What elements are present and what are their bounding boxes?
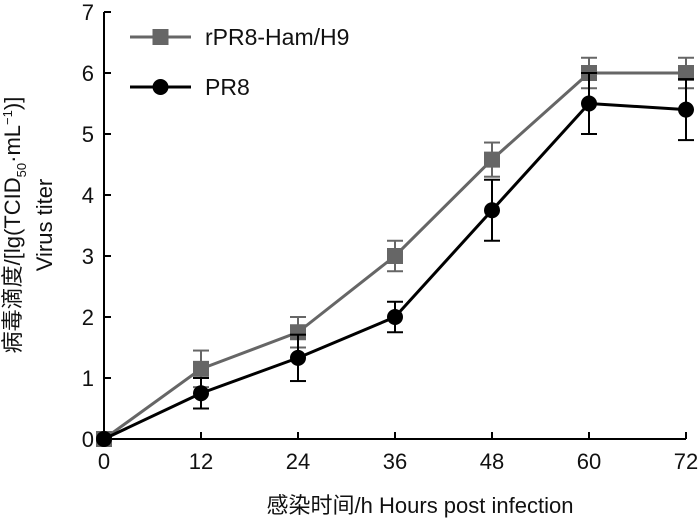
series-layer [96, 56, 694, 447]
data-point-square [193, 360, 209, 377]
y-axis-title-cn-main: 病毒滴度/[lg(TCID [0, 177, 25, 353]
y-axis-title-cn-sub: 50 [14, 163, 29, 177]
legend-item-2: PR8 [130, 74, 250, 100]
y-tick-label: 2 [82, 305, 94, 330]
legend-label: rPR8-Ham/H9 [205, 24, 349, 50]
data-point-circle [193, 385, 209, 402]
y-axis-title-cn: 病毒滴度/[lg(TCID50·mL−1)] [0, 97, 29, 354]
data-point-circle [96, 431, 112, 447]
data-point-circle [484, 202, 500, 219]
data-point-circle [581, 95, 597, 112]
legend-label: PR8 [205, 74, 250, 100]
legend-marker-circle [152, 79, 169, 95]
y-tick-label: 5 [82, 122, 94, 147]
data-point-square [678, 65, 694, 81]
y-tick-label: 1 [82, 366, 94, 391]
data-point-square [290, 324, 306, 341]
y-tick-label: 0 [82, 427, 94, 452]
data-point-circle [290, 349, 306, 366]
y-axis-title-cn-end: )] [0, 97, 25, 110]
y-axis-title-en: Virus titer [32, 179, 57, 272]
x-tick-label: 0 [98, 449, 110, 474]
y-tick-label: 6 [82, 61, 94, 86]
x-tick-label: 36 [383, 449, 407, 474]
x-tick-label: 48 [480, 449, 504, 474]
x-axis-title: 感染时间/h Hours post infection [267, 493, 574, 518]
legend: rPR8-Ham/H9 PR8 [130, 24, 349, 100]
data-point-square [387, 248, 403, 264]
x-tick-label: 72 [674, 449, 698, 474]
x-tick-label: 24 [286, 449, 310, 474]
data-point-square [484, 151, 500, 168]
legend-item-1: rPR8-Ham/H9 [130, 24, 349, 50]
series-1 [96, 56, 694, 447]
y-tick-label: 4 [82, 183, 94, 208]
data-point-circle [387, 309, 403, 325]
data-point-circle [678, 101, 694, 118]
series-2 [96, 72, 694, 447]
y-axis-title-cn-sup: −1 [0, 110, 15, 125]
y-tick-label: 7 [82, 0, 94, 25]
y-tick-label: 3 [82, 244, 94, 269]
legend-marker-square [152, 29, 169, 45]
y-axis-title-cn-tail: ·mL [0, 125, 25, 163]
x-tick-label: 60 [577, 449, 601, 474]
x-tick-label: 12 [189, 449, 213, 474]
